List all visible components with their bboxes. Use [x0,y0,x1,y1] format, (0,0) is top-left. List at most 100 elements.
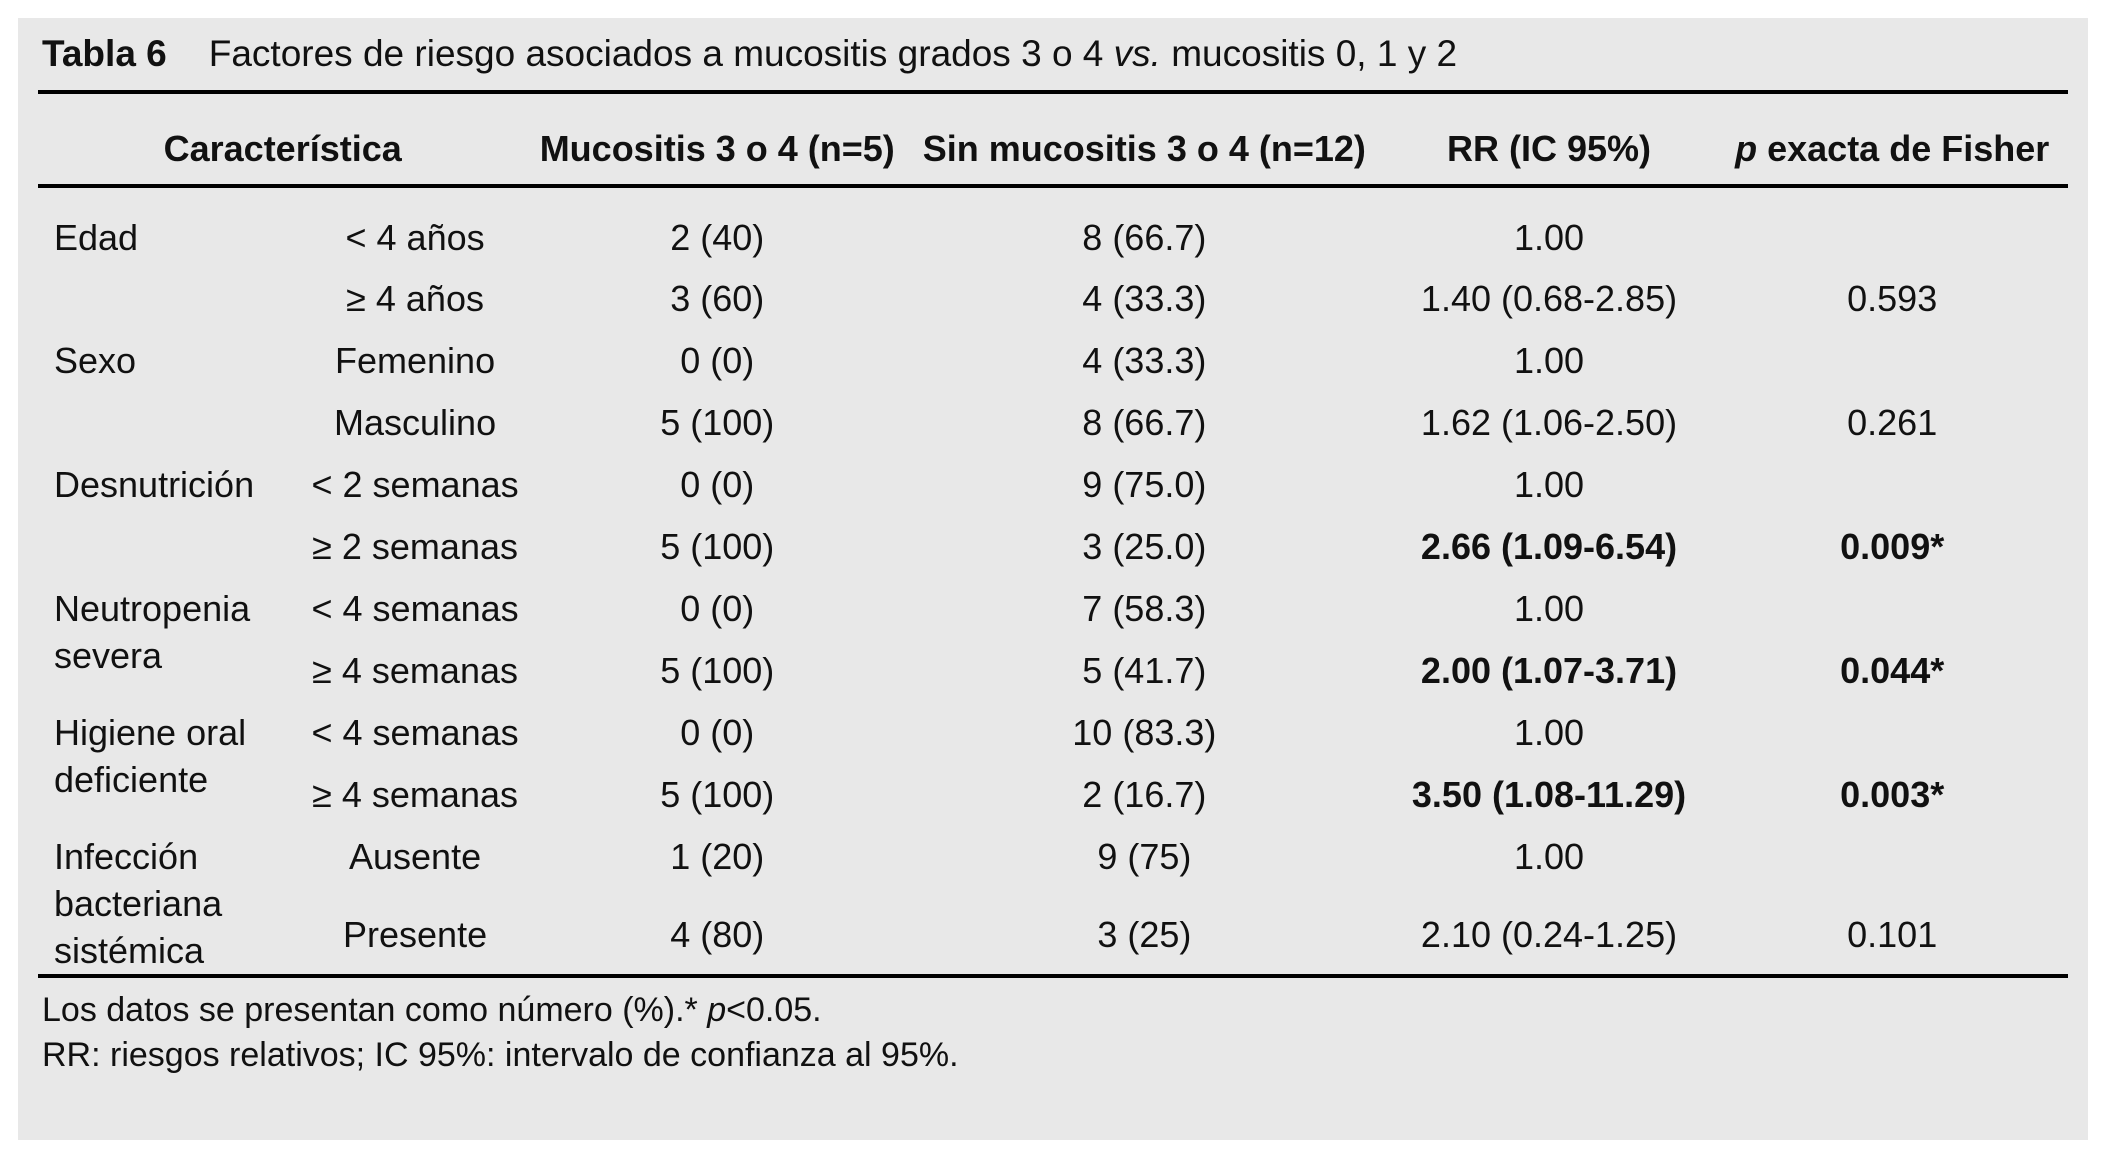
cell-rr: 2.00 (1.07-3.71) [1420,650,1678,691]
footnote-line-2: RR: riesgos relativos; IC 95%: intervalo… [42,1036,959,1074]
table-row: ≥ 2 semanas 5 (100) 3 (25.0) 2.66 (1.09-… [38,509,2068,571]
cell-mucositis: 5 (100) [660,402,775,443]
cell-category: ≥ 4 semanas [312,650,518,691]
top-rule [38,90,2068,94]
cell-mucositis: 5 (100) [660,526,775,567]
header-mucositis: Mucositis 3 o 4 (n=5) [527,94,908,188]
table-row: Infección bacteriana sistémica Ausente 1… [38,819,2068,971]
cell-p: 0.009* [1840,526,1945,567]
footnote-line-1: Los datos se presentan como número (%).*… [42,988,2068,1033]
cell-factor: Infección bacteriana sistémica [54,836,223,971]
cell-sin-mucositis: 7 (58.3) [1082,588,1207,629]
title-text-after-vs: mucositis 0, 1 y 2 [1171,33,1458,74]
cell-factor: Neutropenia severa [54,588,251,676]
cell-category: < 2 semanas [311,464,519,505]
cell-sin-mucositis: 3 (25) [1097,913,1192,955]
cell-p [1716,323,2068,385]
title-text-before-vs: Factores de riesgo asociados a mucositis… [208,33,1104,74]
table-row: Neutropenia severa < 4 semanas 0 (0) 7 (… [38,571,2068,676]
footnote-1-pre: Los datos se presentan como número (%).* [42,991,708,1029]
cell-rr: 1.00 [1513,217,1585,258]
header-p-fisher: p exacta de Fisher [1716,94,2068,188]
table-row: ≥ 4 semanas 5 (100) 2 (16.7) 3.50 (1.08-… [38,757,2068,819]
cell-mucositis: 0 (0) [680,588,755,629]
cell-category: < 4 semanas [311,588,519,629]
cell-sin-mucositis: 10 (83.3) [1072,712,1217,753]
cell-sin-mucositis: 4 (33.3) [1082,278,1207,319]
cell-rr: 3.50 (1.08-11.29) [1411,774,1687,815]
cell-rr: 2.66 (1.09-6.54) [1420,526,1678,567]
cell-sin-mucositis: 8 (66.7) [1082,402,1207,443]
cell-category: Presente [343,913,488,955]
table-row: ≥ 4 semanas 5 (100) 5 (41.7) 2.00 (1.07-… [38,633,2068,695]
header-p-italic: p [1735,128,1758,169]
cell-p: 0.003* [1840,774,1945,815]
header-row: Característica Mucositis 3 o 4 (n=5) Sin… [38,94,2068,188]
cell-factor: Higiene oral deficiente [54,712,247,800]
risk-factors-table: Característica Mucositis 3 o 4 (n=5) Sin… [38,94,2068,978]
cell-rr: 1.62 (1.06-2.50) [1420,402,1678,443]
cell-sin-mucositis: 2 (16.7) [1082,774,1207,815]
title-vs-italic: vs. [1113,33,1161,74]
cell-mucositis: 0 (0) [680,712,755,753]
cell-factor: Sexo [54,340,137,381]
cell-category: ≥ 4 años [346,278,484,319]
cell-category: Masculino [334,402,497,443]
cell-mucositis: 5 (100) [660,774,775,815]
cell-mucositis: 1 (20) [670,836,765,877]
table-row: Masculino 5 (100) 8 (66.7) 1.62 (1.06-2.… [38,385,2068,447]
table-row: Higiene oral deficiente < 4 semanas 0 (0… [38,695,2068,800]
cell-sin-mucositis: 9 (75) [1097,836,1192,877]
footnote-1-post: <0.05. [726,991,822,1029]
table-row: Edad < 4 años 2 (40) 8 (66.7) 1.00 [38,186,2068,261]
cell-category: ≥ 2 semanas [312,526,518,567]
cell-rr: 1.00 [1513,340,1585,381]
header-p-rest: exacta de Fisher [1757,128,2050,169]
cell-p: 0.593 [1847,278,1938,319]
table-title: Tabla 6 Factores de riesgo asociados a m… [38,18,2068,90]
footnote-p-italic: p [707,991,727,1029]
cell-p [1716,447,2068,509]
cell-sin-mucositis: 8 (66.7) [1082,217,1207,258]
cell-p [1716,695,2068,757]
cell-mucositis: 2 (40) [670,217,765,258]
cell-mucositis: 0 (0) [680,340,755,381]
cell-mucositis: 0 (0) [680,464,755,505]
header-sin-mucositis: Sin mucositis 3 o 4 (n=12) [907,94,1382,188]
cell-p: 0.044* [1840,650,1945,691]
cell-rr: 1.00 [1513,836,1585,877]
cell-sin-mucositis: 5 (41.7) [1082,650,1207,691]
table-number-label: Tabla 6 [42,33,167,74]
table-footnotes: Los datos se presentan como número (%).*… [38,978,2068,1078]
cell-p: 0.261 [1847,402,1938,443]
cell-p [1716,571,2068,633]
cell-factor: Desnutrición [54,464,255,505]
cell-sin-mucositis: 9 (75.0) [1082,464,1207,505]
table-row: Presente 4 (80) 3 (25) 2.10 (0.24-1.25) … [38,897,2068,976]
cell-category: < 4 años [345,217,485,258]
cell-rr: 2.10 (0.24-1.25) [1420,913,1678,955]
table-row: ≥ 4 años 3 (60) 4 (33.3) 1.40 (0.68-2.85… [38,261,2068,323]
cell-factor: Edad [54,217,139,258]
table-panel: Tabla 6 Factores de riesgo asociados a m… [18,18,2088,1140]
cell-mucositis: 5 (100) [660,650,775,691]
header-rr: RR (IC 95%) [1381,94,1717,188]
cell-category: < 4 semanas [311,712,519,753]
cell-category: Ausente [349,836,482,877]
table-row: Desnutrición < 2 semanas 0 (0) 9 (75.0) … [38,447,2068,509]
table-row: Sexo Femenino 0 (0) 4 (33.3) 1.00 [38,323,2068,385]
cell-rr: 1.00 [1513,464,1585,505]
table-header: Característica Mucositis 3 o 4 (n=5) Sin… [38,94,2068,188]
cell-rr: 1.00 [1513,588,1585,629]
cell-sin-mucositis: 4 (33.3) [1082,340,1207,381]
cell-category: Femenino [335,340,496,381]
header-caracteristica: Característica [38,94,528,188]
cell-mucositis: 3 (60) [670,278,765,319]
cell-rr: 1.00 [1513,712,1585,753]
cell-p [1716,819,2068,897]
cell-sin-mucositis: 3 (25.0) [1082,526,1207,567]
cell-p [1716,186,2068,261]
cell-mucositis: 4 (80) [670,913,765,955]
cell-p: 0.101 [1847,913,1938,955]
cell-rr: 1.40 (0.68-2.85) [1420,278,1678,319]
